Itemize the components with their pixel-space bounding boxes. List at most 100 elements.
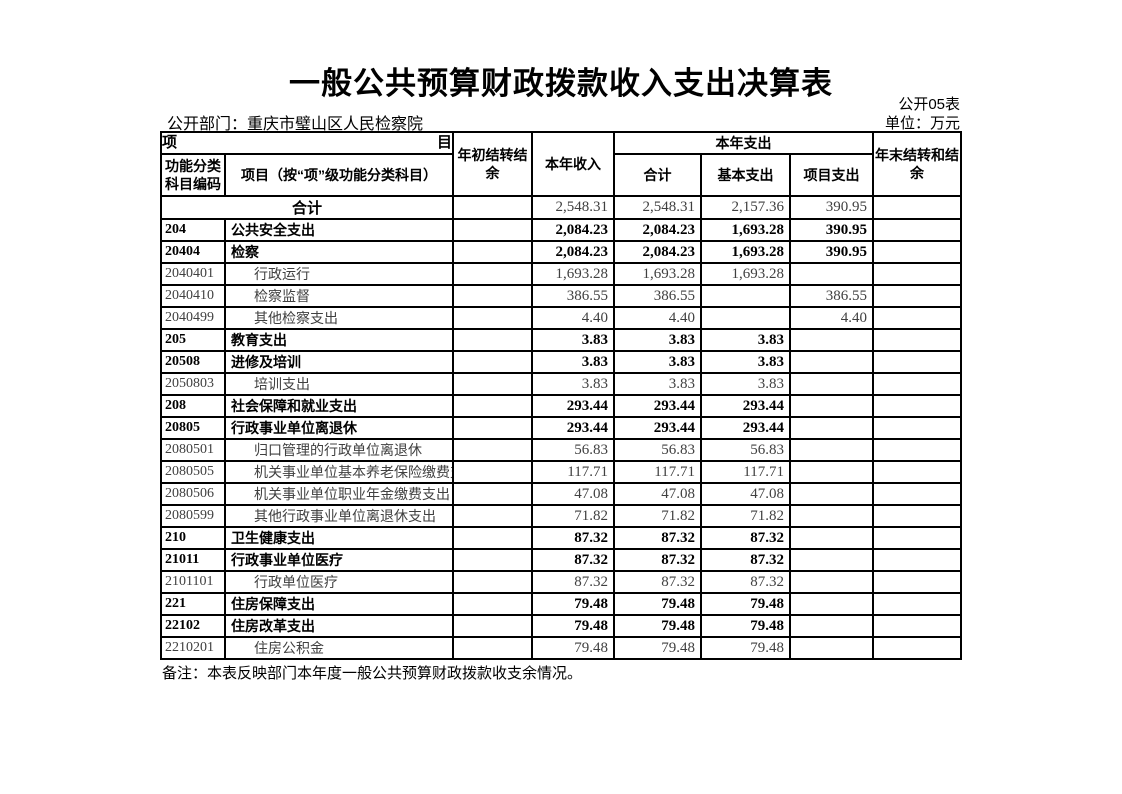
cell-opening bbox=[452, 504, 533, 528]
cell-income: 117.71 bbox=[531, 460, 615, 484]
header-income: 本年收入 bbox=[531, 131, 615, 197]
table-row: 204 公共安全支出 2,084.23 2,084.23 1,693.28 390.95 bbox=[160, 218, 963, 242]
cell-exp-total: 2,084.23 bbox=[613, 240, 702, 264]
cell-opening bbox=[452, 306, 533, 330]
cell-income: 3.83 bbox=[531, 350, 615, 374]
cell-project-name: 社会保障和就业支出 bbox=[224, 394, 454, 418]
cell-opening bbox=[452, 218, 533, 242]
cell-closing bbox=[872, 306, 963, 330]
cell-project-name: 机关事业单位职业年金缴费支出 bbox=[224, 482, 454, 506]
cell-income: 56.83 bbox=[531, 438, 615, 462]
cell-income: 79.48 bbox=[531, 636, 615, 660]
cell-exp-total: 3.83 bbox=[613, 328, 702, 352]
header-item-right: 目 bbox=[436, 134, 452, 152]
cell-opening bbox=[452, 548, 533, 572]
cell-opening bbox=[452, 570, 533, 594]
cell-closing bbox=[872, 438, 963, 462]
table-row: 2040410 检察监督 386.55 386.55 386.55 bbox=[160, 284, 963, 308]
cell-exp-project bbox=[788, 416, 875, 440]
table-row: 205 教育支出 3.83 3.83 3.83 bbox=[160, 328, 963, 352]
cell-closing bbox=[872, 350, 963, 374]
cell-exp-basic: 1,693.28 bbox=[700, 218, 791, 242]
cell-code: 20404 bbox=[160, 240, 226, 264]
table-row: 2080501 归口管理的行政单位离退休 56.83 56.83 56.83 bbox=[160, 438, 963, 462]
cell-income: 79.48 bbox=[531, 614, 615, 638]
cell-opening bbox=[452, 240, 533, 264]
cell-exp-basic: 3.83 bbox=[700, 372, 791, 396]
cell-exp-total: 56.83 bbox=[613, 438, 702, 462]
cell-income: 2,084.23 bbox=[531, 218, 615, 242]
cell-exp-total: 117.71 bbox=[613, 460, 702, 484]
cell-closing bbox=[872, 262, 963, 286]
cell-project-name: 住房保障支出 bbox=[224, 592, 454, 616]
cell-closing bbox=[872, 284, 963, 308]
cell-exp-basic: 79.48 bbox=[700, 614, 791, 638]
table-header: 项 目 年初结转结余 本年收入 本年支出 年末结转和结余 功能分类科目编码 项目… bbox=[160, 131, 963, 197]
table-row: 2040499 其他检察支出 4.40 4.40 4.40 bbox=[160, 306, 963, 330]
cell-code: 20508 bbox=[160, 350, 226, 374]
cell-exp-basic bbox=[700, 284, 791, 308]
cell-income: 293.44 bbox=[531, 394, 615, 418]
cell-project-name: 公共安全支出 bbox=[224, 218, 454, 242]
cell-project-name: 检察 bbox=[224, 240, 454, 264]
cell-exp-basic: 3.83 bbox=[700, 328, 791, 352]
cell-exp-total: 71.82 bbox=[613, 504, 702, 528]
cell-code: 2080501 bbox=[160, 438, 226, 462]
cell-closing bbox=[872, 592, 963, 616]
cell-code: 2101101 bbox=[160, 570, 226, 594]
cell-exp-basic: 117.71 bbox=[700, 460, 791, 484]
cell-code: 221 bbox=[160, 592, 226, 616]
cell-opening bbox=[452, 416, 533, 440]
cell-exp-basic: 293.44 bbox=[700, 394, 791, 418]
cell-exp-basic: 56.83 bbox=[700, 438, 791, 462]
department-label: 公开部门：重庆市璧山区人民检察院 bbox=[167, 116, 424, 133]
table-body: 合计 2,548.31 2,548.31 2,157.36 390.95 204 公共安全支… bbox=[160, 195, 963, 660]
cell-code: 204 bbox=[160, 218, 226, 242]
cell-project-name: 行政事业单位离退休 bbox=[224, 416, 454, 440]
cell-exp-basic bbox=[700, 306, 791, 330]
cell-income: 87.32 bbox=[531, 526, 615, 550]
cell-closing bbox=[872, 526, 963, 550]
cell-exp-project bbox=[788, 636, 875, 660]
cell-income: 71.82 bbox=[531, 504, 615, 528]
header-expenditure-group: 本年支出 bbox=[612, 131, 875, 155]
cell-exp-project bbox=[788, 328, 875, 352]
cell-exp-project bbox=[788, 592, 875, 616]
cell-project-name: 住房公积金 bbox=[224, 636, 454, 660]
cell-exp-basic: 71.82 bbox=[700, 504, 791, 528]
cell-exp-total: 1,693.28 bbox=[613, 262, 702, 286]
cell-exp-project bbox=[788, 460, 875, 484]
cell-opening bbox=[452, 614, 533, 638]
cell-project-name: 进修及培训 bbox=[224, 350, 454, 374]
cell-exp-project bbox=[788, 548, 875, 572]
cell-code: 2050803 bbox=[160, 372, 226, 396]
table-row: 208 社会保障和就业支出 293.44 293.44 293.44 bbox=[160, 394, 963, 418]
cell-exp-project bbox=[788, 614, 875, 638]
header-project-col: 项目（按“项”级功能分类科目） bbox=[224, 153, 454, 197]
cell-opening bbox=[452, 284, 533, 308]
cell-exp-total: 79.48 bbox=[613, 636, 702, 660]
table-row: 20508 进修及培训 3.83 3.83 3.83 bbox=[160, 350, 963, 374]
cell-exp-total: 293.44 bbox=[613, 416, 702, 440]
cell-exp-project bbox=[788, 350, 875, 374]
cell-code: 2210201 bbox=[160, 636, 226, 660]
cell-closing bbox=[872, 504, 963, 528]
cell-closing bbox=[872, 416, 963, 440]
header-opening-balance: 年初结转结余 bbox=[452, 131, 533, 197]
footnote: 备注：本表反映部门本年度一般公共预算财政拨款收支余情况。 bbox=[162, 665, 583, 682]
cell-exp-project bbox=[788, 504, 875, 528]
cell-exp-project bbox=[788, 262, 875, 286]
cell-closing bbox=[872, 482, 963, 506]
cell-income: 3.83 bbox=[531, 328, 615, 352]
cell-exp-project: 390.95 bbox=[788, 240, 875, 264]
cell-income: 2,084.23 bbox=[531, 240, 615, 264]
cell-income: 2,548.31 bbox=[531, 195, 615, 220]
cell-exp-project bbox=[788, 570, 875, 594]
cell-opening bbox=[452, 592, 533, 616]
cell-opening bbox=[452, 350, 533, 374]
cell-exp-project: 4.40 bbox=[788, 306, 875, 330]
header-exp-basic: 基本支出 bbox=[700, 153, 791, 197]
cell-exp-project: 390.95 bbox=[788, 195, 875, 220]
cell-opening bbox=[452, 526, 533, 550]
cell-exp-project bbox=[788, 438, 875, 462]
